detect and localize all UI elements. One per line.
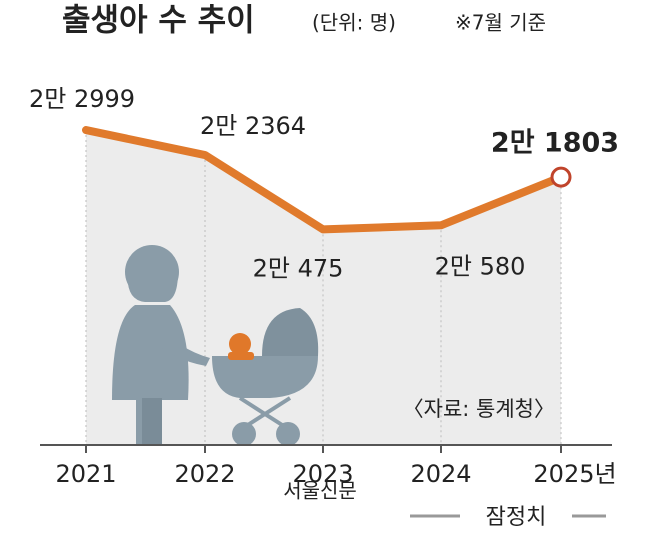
value-label: 2만 2364 [200,112,306,140]
plot-area [85,130,562,445]
end-marker [550,166,572,188]
line [82,126,565,234]
illustration [112,245,319,446]
watermark: 서울신문 [283,479,357,503]
x-tick-label: 2024 [410,460,471,488]
x-tick-label: 2022 [174,460,235,488]
chart-note: ※7월 기준 [455,11,546,35]
value-label: 2만 475 [253,254,344,282]
value-label: 2만 580 [435,252,526,280]
chart-subtitle: (단위: 명) [312,11,396,35]
x-tick-label: 2025년 [533,460,616,488]
x-tick-label: 2021 [55,460,116,488]
annotation: 잠정치 [486,505,547,530]
value-label: 2만 1803 [491,128,619,159]
value-label: 2만 2999 [29,85,135,113]
source: 〈자료: 통계청〉 [403,397,555,421]
chart-title: 출생아 수 추이 [62,3,255,39]
x-tick-label: 2023 [292,460,353,488]
